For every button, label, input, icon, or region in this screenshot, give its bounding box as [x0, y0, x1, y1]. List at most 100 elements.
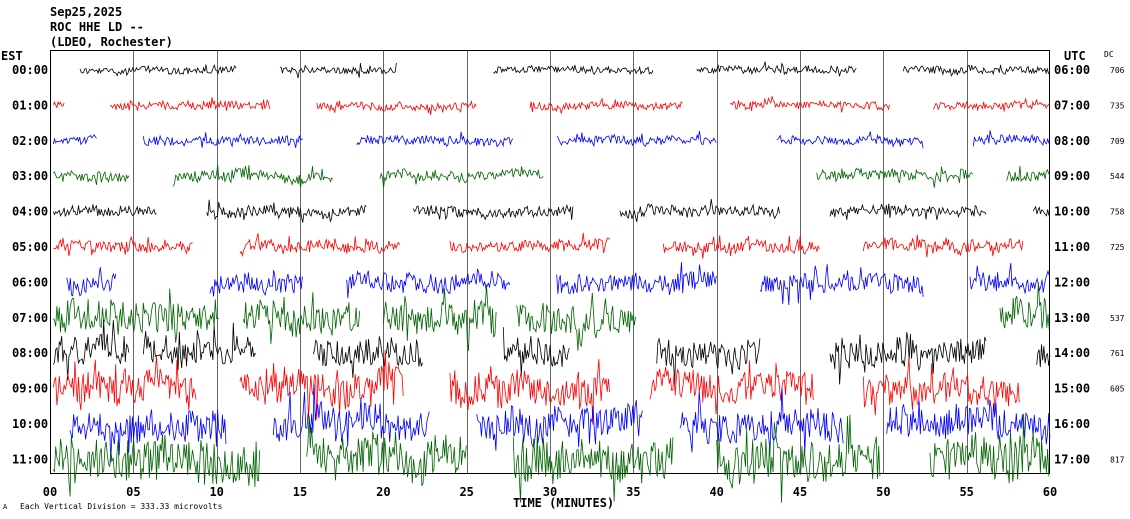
trace-segment-green: [999, 282, 1050, 330]
est-label: 08:00: [12, 346, 48, 360]
x-tick-label: 55: [959, 485, 973, 499]
trace-segment-black: [1036, 344, 1051, 368]
est-label: 10:00: [12, 417, 48, 431]
x-axis-label: TIME (MINUTES): [513, 496, 614, 510]
utc-label: 10:00: [1054, 205, 1090, 219]
est-label: 03:00: [12, 169, 48, 183]
x-tick-label: 45: [793, 485, 807, 499]
trace-segment-green: [172, 164, 334, 188]
trace-segment-blue: [556, 262, 717, 296]
trace-segment-green: [382, 284, 497, 351]
trace-segment-red: [862, 356, 1020, 416]
trace-segment-black: [79, 63, 237, 77]
est-label: 04:00: [12, 205, 48, 219]
est-label: 02:00: [12, 134, 48, 148]
trace-segment-blue: [209, 270, 303, 297]
x-tick-label: 05: [126, 485, 140, 499]
x-tick-label: 25: [459, 485, 473, 499]
x-tick-label: 00: [43, 485, 57, 499]
dc-value: 709: [1110, 137, 1125, 146]
x-tick-label: 60: [1043, 485, 1057, 499]
trace-segment-red: [862, 234, 1024, 258]
trace-segment-black: [206, 199, 367, 223]
trace-segment-green: [306, 415, 467, 486]
x-tick-label: 30: [543, 485, 557, 499]
trace-segment-red: [239, 349, 404, 420]
utc-label: 08:00: [1054, 134, 1090, 148]
dc-value: 725: [1110, 243, 1125, 252]
utc-label: 12:00: [1054, 275, 1090, 289]
trace-segment-green: [1006, 165, 1051, 182]
trace-segment-blue: [52, 134, 97, 146]
utc-label: 07:00: [1054, 98, 1090, 112]
x-tick-label: 40: [709, 485, 723, 499]
trace-segment-black: [1032, 205, 1050, 217]
utc-label: 16:00: [1054, 417, 1090, 431]
trace-segment-black: [502, 327, 570, 376]
x-tick-label: 10: [209, 485, 223, 499]
trace-segment-green: [52, 434, 261, 497]
trace-segment-red: [316, 99, 477, 116]
trace-segment-black: [142, 322, 257, 371]
trace-segment-black: [829, 203, 987, 220]
trace-segment-black: [412, 203, 574, 221]
right-timezone-label: UTC: [1064, 49, 1086, 63]
utc-label: 06:00: [1054, 63, 1090, 77]
trace-segment-blue: [969, 262, 1050, 294]
trace-segment-black: [279, 62, 397, 79]
est-label: 11:00: [12, 452, 48, 466]
utc-label: 17:00: [1054, 452, 1090, 466]
trace-segment-blue: [776, 131, 924, 149]
trace-segment-red: [239, 233, 400, 258]
trace-segment-black: [656, 337, 761, 385]
est-label: 07:00: [12, 311, 48, 325]
dc-value: 758: [1110, 208, 1125, 217]
trace-segment-red: [449, 359, 610, 425]
left-timezone-label: EST: [1, 49, 23, 63]
est-label: 06:00: [12, 275, 48, 289]
trace-segment-black: [619, 198, 780, 222]
trace-segment-black: [696, 61, 857, 77]
trace-segment-black: [902, 64, 1050, 77]
utc-label: 09:00: [1054, 169, 1090, 183]
trace-segment-blue: [272, 383, 430, 447]
row-labels: 00:00 06:00 706 01:00 07:00 735 02:00 08:00 709 0…: [12, 63, 1125, 466]
trace-segment-red: [110, 97, 270, 111]
utc-label: 11:00: [1054, 240, 1090, 254]
scale-note: Each Vertical Division = 333.33 microvol…: [20, 502, 222, 511]
header-date: Sep25,2025: [50, 5, 122, 19]
grid-lines: [133, 51, 968, 473]
trace-segment-blue: [356, 131, 514, 148]
trace-segment-green: [242, 292, 361, 344]
trace-segment-red: [449, 232, 610, 254]
trace-segment-green: [516, 292, 636, 351]
trace-segment-black: [829, 332, 987, 385]
trace-segment-black: [312, 336, 423, 378]
trace-segment-black: [52, 204, 157, 217]
trace-segment-green: [929, 413, 1050, 484]
trace-segment-blue: [556, 130, 717, 148]
x-tick-label: 50: [876, 485, 890, 499]
dc-value: 761: [1110, 349, 1125, 358]
dc-value: 544: [1110, 172, 1125, 181]
trace-segment-blue: [66, 267, 117, 297]
trace-segment-red: [649, 360, 814, 415]
trace-segment-green: [716, 414, 881, 503]
utc-label: 14:00: [1054, 346, 1090, 360]
dc-value: 605: [1110, 385, 1125, 394]
trace-segment-red: [52, 356, 197, 411]
est-label: 05:00: [12, 240, 48, 254]
trace-segment-red: [932, 97, 1051, 112]
x-tick-label: 20: [376, 485, 390, 499]
trace-segment-red: [662, 235, 820, 259]
trace-segment-blue: [346, 268, 511, 299]
plot-frame: [50, 50, 1050, 474]
dc-value: 817: [1110, 455, 1125, 464]
header-station: ROC HHE LD --: [50, 20, 144, 34]
est-label: 00:00: [12, 63, 48, 77]
trace-segment-red: [52, 100, 65, 109]
trace-segment-green: [53, 169, 130, 185]
trace-segment-blue: [886, 399, 1051, 445]
x-axis-ticks: 00 05 10 15 20 25 30 35 40 45 50 55 60: [43, 485, 1057, 499]
